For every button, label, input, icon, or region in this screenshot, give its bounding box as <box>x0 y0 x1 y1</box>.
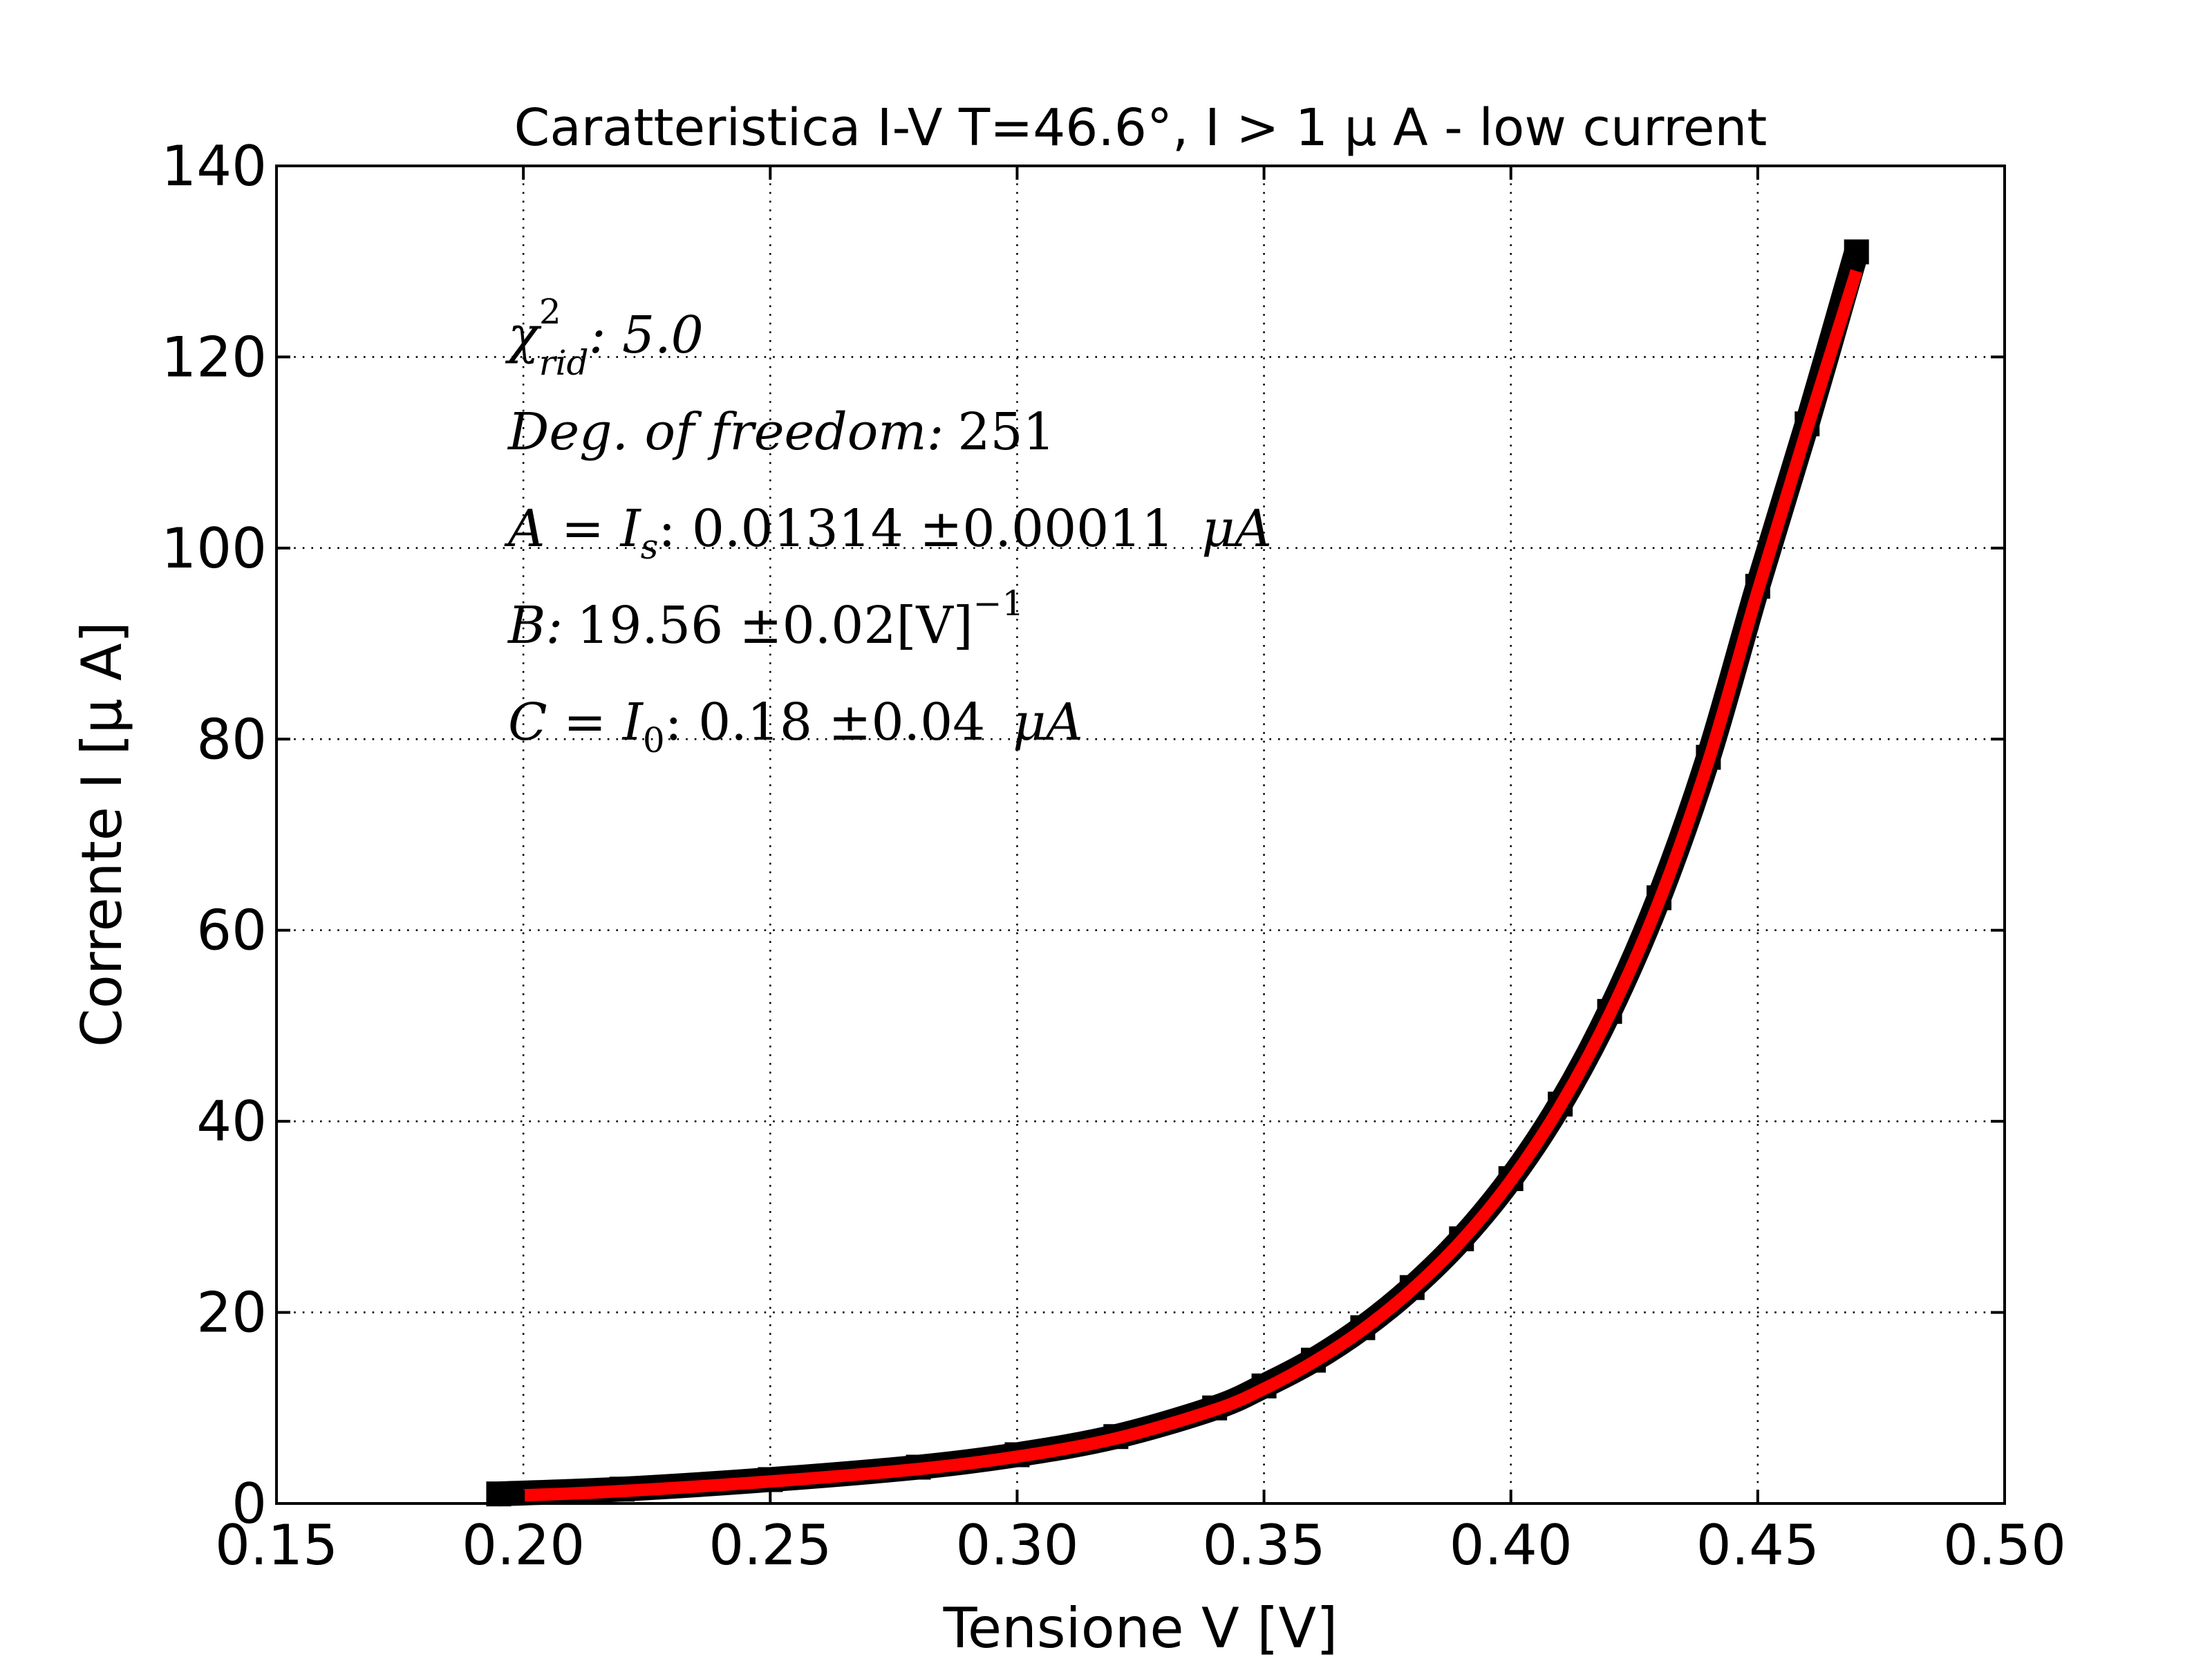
y-tick-label: 20 <box>196 1281 267 1345</box>
x-axis-label: Tensione V [V] <box>943 1596 1338 1659</box>
param-a-annotation: A = Is: 0.01314 ±0.00011 μA <box>504 499 1272 567</box>
param-b-value: 19.56 ±0.02[V] <box>577 596 973 655</box>
dof-annotation: Deg. of freedom: 251 <box>507 402 1056 462</box>
y-tick-label: 120 <box>161 325 267 389</box>
param-b-superscript: −1 <box>973 583 1024 624</box>
dof-value: 251 <box>957 402 1055 462</box>
y-tick-label: 100 <box>161 516 267 581</box>
chi-square-annotation: χ2 rid: 5.0 <box>505 292 704 383</box>
param-a-lhs: A = I <box>504 499 641 559</box>
chi-value: : 5.0 <box>589 306 704 365</box>
chi-superscript: 2 <box>539 292 561 332</box>
param-c-value: : 0.18 ±0.04 <box>665 693 986 752</box>
axes-frame <box>275 165 2006 1505</box>
plot-series <box>486 239 1869 1507</box>
param-c-lhs: C = I <box>508 693 644 752</box>
y-tick-label: 0 <box>232 1472 267 1536</box>
param-c-annotation: C = I0: 0.18 ±0.04 μA <box>508 693 1083 760</box>
x-tick-label: 0.25 <box>709 1513 832 1577</box>
y-tick-label: 140 <box>161 134 267 198</box>
x-tick-label: 0.15 <box>215 1513 338 1577</box>
y-axis-label: Corrente I [μ A] <box>70 621 134 1047</box>
x-tick-label: 0.35 <box>1203 1513 1326 1577</box>
param-b-label: B: <box>507 596 563 655</box>
data-point-marker <box>1844 239 1869 265</box>
x-tick-label: 0.30 <box>955 1513 1078 1577</box>
chi-subscript: rid <box>539 343 589 383</box>
param-a-subscript: s <box>641 527 659 567</box>
chart-title: Caratteristica I-V T=46.6°, I > 1 μ A - … <box>514 98 1768 158</box>
x-tick-label: 0.45 <box>1696 1513 1819 1577</box>
param-c-unit: μA <box>1013 693 1083 752</box>
dof-label: Deg. of freedom: <box>507 402 944 462</box>
fit-annotations: χ2 rid: 5.0 Deg. of freedom: 251 A = Is: 0… <box>504 292 1272 760</box>
y-tick-label: 60 <box>196 899 267 963</box>
param-c-subscript: 0 <box>643 720 665 760</box>
x-tick-label: 0.50 <box>1943 1513 2066 1577</box>
grid-lines <box>276 166 2005 1503</box>
x-tick-label: 0.20 <box>462 1513 585 1577</box>
param-b-annotation: B: 19.56 ±0.02[V]−1 <box>507 583 1024 655</box>
param-a-value: : 0.01314 ±0.00011 <box>658 499 1174 559</box>
y-tick-label: 80 <box>196 707 267 771</box>
y-tick-label: 40 <box>196 1089 267 1154</box>
chi-symbol: χ <box>505 306 542 365</box>
axis-ticks <box>275 165 2006 1505</box>
param-a-unit: μA <box>1201 499 1272 559</box>
fit-curve <box>523 269 1863 1502</box>
x-tick-label: 0.40 <box>1450 1513 1573 1577</box>
